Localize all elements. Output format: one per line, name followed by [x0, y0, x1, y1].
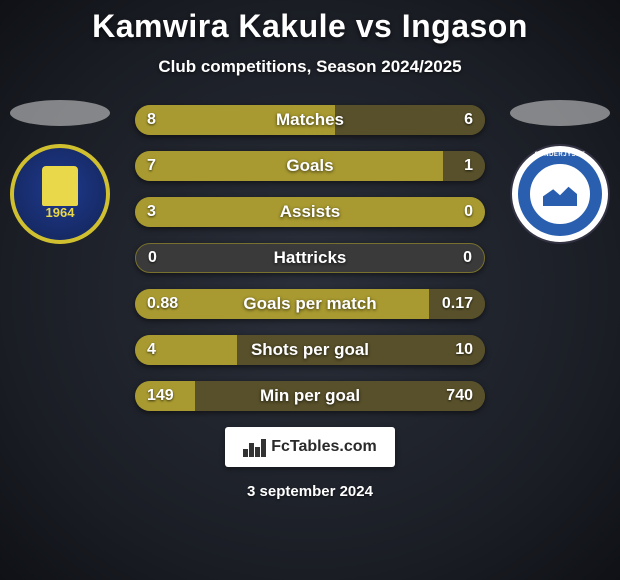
stat-bar: 0.880.17Goals per match [135, 289, 485, 319]
stat-value-left: 149 [135, 381, 186, 411]
stat-bar: 30Assists [135, 197, 485, 227]
stat-value-left: 7 [135, 151, 168, 181]
bar-chart-icon [243, 437, 267, 457]
watermark: FcTables.com [225, 427, 395, 467]
sonderjyske-badge-icon: SØNDERJYSKE [510, 144, 610, 244]
stat-value-left: 4 [135, 335, 168, 365]
right-team-crest: SØNDERJYSKE [510, 100, 610, 300]
crest-shadow [10, 100, 110, 126]
stat-value-right: 0.17 [430, 289, 485, 319]
stat-value-right: 0 [451, 244, 484, 272]
stat-bar-left-fill [135, 151, 443, 181]
stat-value-right: 6 [452, 105, 485, 135]
crest-shadow [510, 100, 610, 126]
stat-bar: 0 0Hattricks [135, 243, 485, 273]
stat-value-right: 10 [443, 335, 485, 365]
stat-value-left: 0 [136, 244, 169, 272]
page-title: Kamwira Kakule vs Ingason [0, 0, 620, 45]
stat-bar-left-fill [135, 197, 485, 227]
stat-bar: 149740Min per goal [135, 381, 485, 411]
stat-bars-container: 86Matches71Goals30Assists00Hattricks0.88… [135, 105, 485, 411]
page-subtitle: Club competitions, Season 2024/2025 [0, 57, 620, 77]
stat-value-right: 0 [452, 197, 485, 227]
stat-value-left: 3 [135, 197, 168, 227]
stat-label: Hattricks [136, 244, 484, 272]
stat-value-left: 8 [135, 105, 168, 135]
stat-value-left: 0.88 [135, 289, 190, 319]
left-team-crest [10, 100, 110, 300]
watermark-text: FcTables.com [271, 438, 377, 456]
stat-value-right: 1 [452, 151, 485, 181]
brondby-badge-icon [10, 144, 110, 244]
stat-value-right: 740 [434, 381, 485, 411]
stat-bar: 410Shots per goal [135, 335, 485, 365]
stat-bar: 86Matches [135, 105, 485, 135]
footer-date: 3 september 2024 [0, 483, 620, 500]
stat-bar: 71Goals [135, 151, 485, 181]
